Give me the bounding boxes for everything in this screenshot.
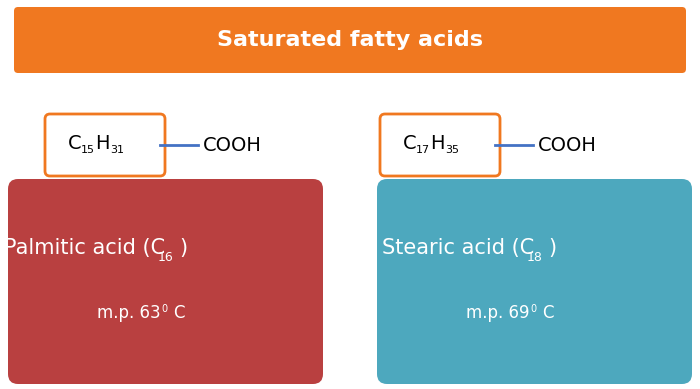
Text: C: C: [542, 305, 554, 322]
Text: 31: 31: [110, 145, 124, 155]
Text: m.p. 69: m.p. 69: [466, 305, 529, 322]
Text: C: C: [68, 133, 82, 152]
FancyBboxPatch shape: [14, 7, 686, 73]
Text: 0: 0: [531, 303, 537, 314]
Text: COOH: COOH: [538, 135, 597, 154]
Text: C: C: [403, 133, 416, 152]
Text: 35: 35: [445, 145, 459, 155]
Text: ): ): [179, 238, 188, 258]
Text: Stearic acid (C: Stearic acid (C: [382, 238, 535, 258]
Text: ): ): [549, 238, 557, 258]
Text: 17: 17: [416, 145, 430, 155]
FancyBboxPatch shape: [8, 179, 323, 384]
Text: Palmitic acid (C: Palmitic acid (C: [4, 238, 165, 258]
FancyBboxPatch shape: [45, 114, 165, 176]
FancyBboxPatch shape: [380, 114, 500, 176]
Text: 0: 0: [162, 303, 167, 314]
Text: 16: 16: [158, 251, 174, 264]
FancyBboxPatch shape: [377, 179, 692, 384]
Text: COOH: COOH: [203, 135, 262, 154]
Text: H: H: [95, 133, 109, 152]
Text: Saturated fatty acids: Saturated fatty acids: [217, 30, 483, 50]
Text: C: C: [174, 305, 185, 322]
Text: H: H: [430, 133, 444, 152]
Text: 18: 18: [526, 251, 542, 264]
Text: m.p. 63: m.p. 63: [97, 305, 160, 322]
Text: 15: 15: [81, 145, 95, 155]
